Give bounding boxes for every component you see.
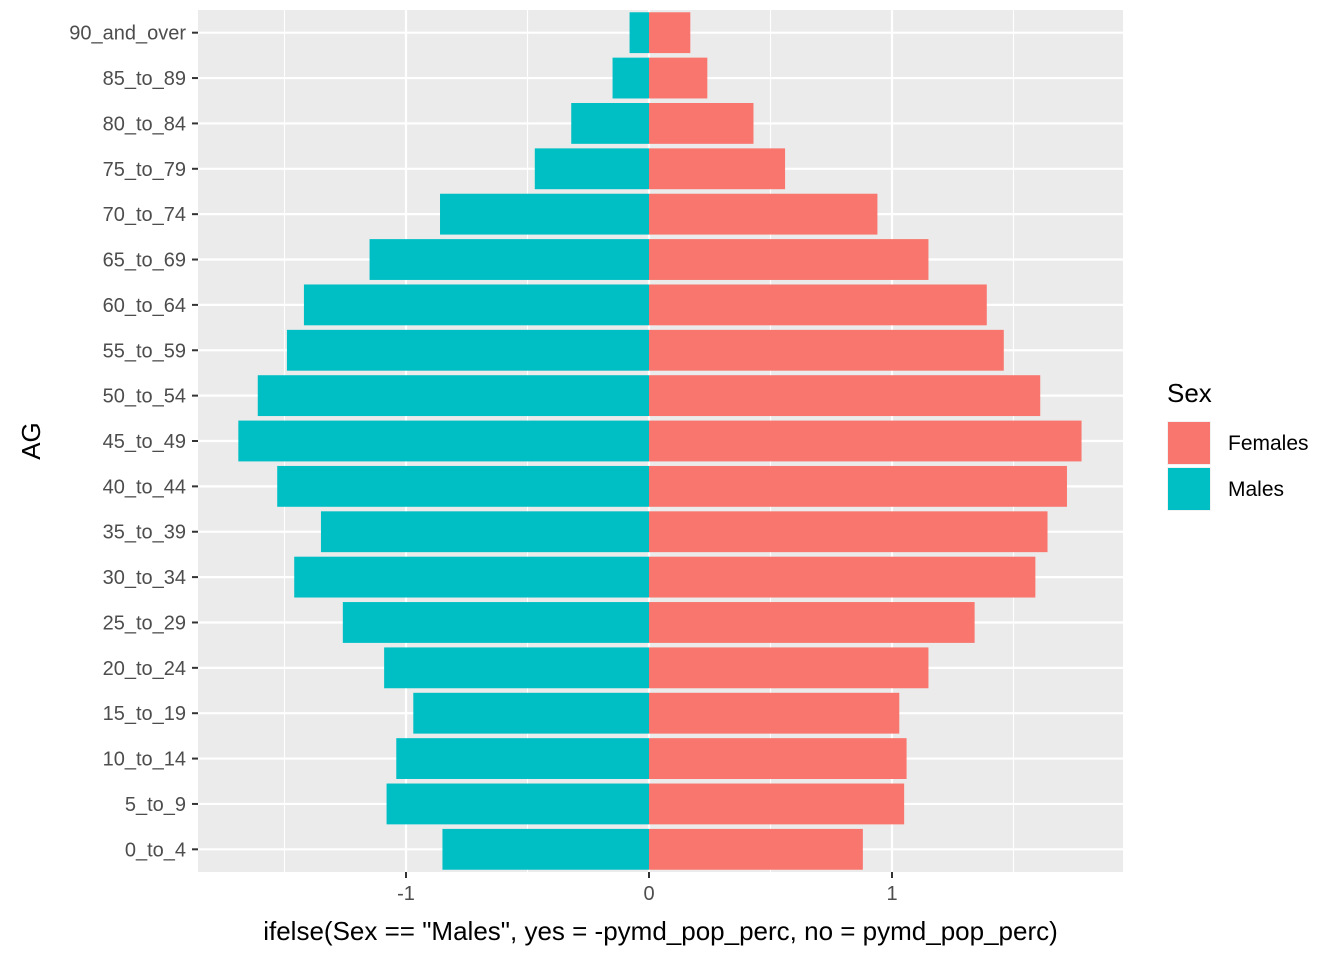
bar-males-45_to_49 — [238, 420, 649, 462]
y-tick-label: 35_to_39 — [103, 522, 186, 544]
y-tick-label: 10_to_14 — [103, 749, 186, 771]
bar-females-80_to_84 — [649, 103, 754, 144]
bar-males-20_to_24 — [384, 647, 649, 689]
bar-males-25_to_29 — [342, 602, 649, 643]
bar-females-35_to_39 — [649, 511, 1048, 553]
bar-males-40_to_44 — [277, 465, 649, 507]
y-tick-label: 25_to_29 — [103, 612, 186, 634]
bars — [238, 12, 1082, 870]
bar-females-65_to_69 — [649, 239, 929, 280]
y-axis-title: AG — [16, 422, 46, 460]
x-axis-title: ifelse(Sex == "Males", yes = -pymd_pop_p… — [263, 916, 1058, 946]
bar-females-75_to_79 — [649, 148, 786, 190]
bar-males-80_to_84 — [571, 103, 649, 144]
legend: Sex Females Males — [1167, 378, 1309, 511]
legend-swatch-females — [1168, 422, 1210, 464]
bar-females-5_to_9 — [649, 783, 905, 825]
y-tick-label: 70_to_74 — [103, 204, 186, 226]
y-tick-label: 80_to_84 — [103, 113, 186, 135]
y-tick-label: 90_and_over — [69, 23, 186, 45]
bar-females-25_to_29 — [649, 602, 975, 643]
x-tick-label: -1 — [397, 883, 415, 905]
x-tick-label: 1 — [886, 883, 897, 905]
y-tick-label: 20_to_24 — [103, 658, 186, 680]
x-tick-label: 0 — [643, 883, 654, 905]
legend-swatch-males — [1168, 468, 1210, 510]
y-tick-label: 55_to_59 — [103, 340, 186, 362]
y-tick-label: 65_to_69 — [103, 250, 186, 272]
bar-females-55_to_59 — [649, 329, 1004, 371]
bar-males-70_to_74 — [440, 193, 649, 235]
bar-males-55_to_59 — [286, 329, 649, 371]
legend-label-males: Males — [1228, 478, 1284, 501]
bar-males-5_to_9 — [386, 783, 649, 825]
bar-males-0_to_4 — [442, 828, 649, 870]
bar-males-85_to_89 — [612, 57, 649, 99]
bar-males-15_to_19 — [413, 692, 649, 734]
y-tick-label: 85_to_89 — [103, 68, 186, 90]
bar-females-30_to_34 — [649, 556, 1036, 598]
bar-males-35_to_39 — [320, 511, 649, 553]
bar-females-70_to_74 — [649, 193, 878, 235]
bar-females-0_to_4 — [649, 828, 863, 870]
bar-females-10_to_14 — [649, 738, 907, 779]
y-tick-label: 50_to_54 — [103, 386, 186, 408]
y-tick-label: 40_to_44 — [103, 476, 186, 498]
y-tick-label: 0_to_4 — [125, 839, 186, 861]
bar-females-40_to_44 — [649, 465, 1067, 507]
bar-females-90_and_over — [649, 12, 691, 54]
bar-females-50_to_54 — [649, 375, 1041, 417]
bar-males-75_to_79 — [534, 148, 649, 190]
x-axis: -1 0 1 — [397, 872, 898, 905]
bar-females-85_to_89 — [649, 57, 708, 99]
legend-title: Sex — [1167, 378, 1212, 408]
bar-males-60_to_64 — [303, 284, 649, 326]
y-tick-label: 5_to_9 — [125, 794, 186, 816]
bar-females-15_to_19 — [649, 692, 900, 734]
bar-males-10_to_14 — [396, 738, 649, 779]
bar-females-45_to_49 — [649, 420, 1082, 462]
bar-females-60_to_64 — [649, 284, 987, 326]
y-tick-label: 15_to_19 — [103, 703, 186, 725]
y-tick-label: 75_to_79 — [103, 159, 186, 181]
bar-females-20_to_24 — [649, 647, 929, 689]
y-axis: 0_to_4 5_to_9 10_to_14 15_to_19 20_to_24 25_t… — [69, 23, 198, 861]
legend-label-females: Females — [1228, 432, 1309, 455]
y-tick-label: 60_to_64 — [103, 295, 186, 317]
bar-males-90_and_over — [629, 12, 649, 54]
bar-males-65_to_69 — [369, 239, 649, 280]
y-tick-label: 30_to_34 — [103, 567, 186, 589]
y-tick-label: 45_to_49 — [103, 431, 186, 453]
bar-males-50_to_54 — [257, 375, 649, 417]
bar-males-30_to_34 — [294, 556, 649, 598]
